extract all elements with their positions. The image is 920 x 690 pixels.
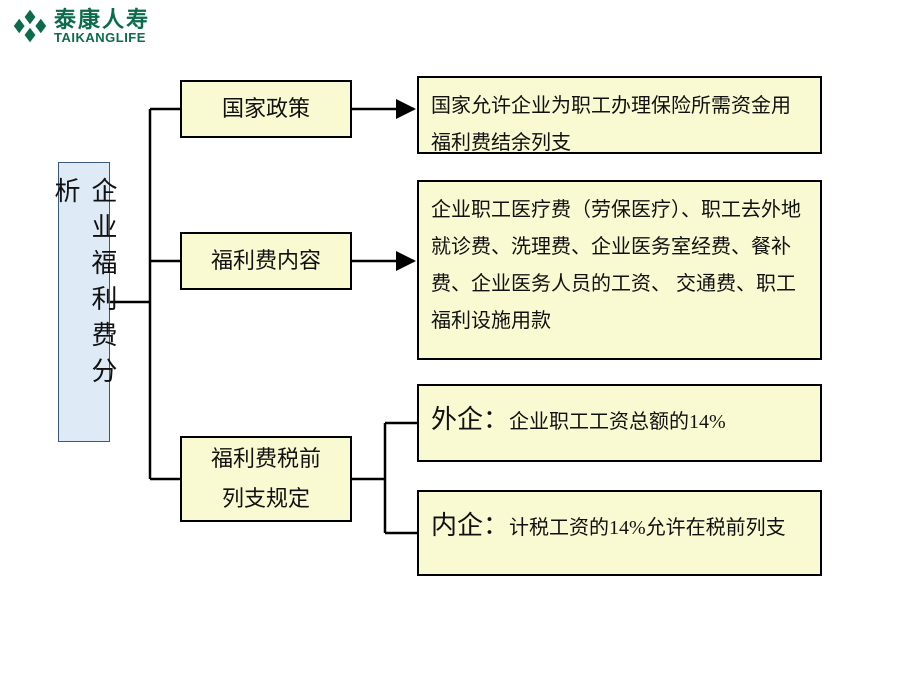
branch-label: 福利费内容 [211, 241, 321, 281]
branch-label: 国家政策 [222, 89, 310, 129]
detail-text: 企业职工工资总额的14% [509, 411, 726, 433]
detail-text: 国家允许企业为职工办理保险所需资金用福利费结余列支 [431, 95, 791, 154]
branch-node-tax: 福利费税前 列支规定 [180, 436, 352, 522]
detail-text: 企业职工医疗费（劳保医疗）、职工去外地就诊费、洗理费、企业医务室经费、餐补费、企… [431, 199, 801, 332]
detail-policy: 国家允许企业为职工办理保险所需资金用福利费结余列支 [417, 76, 822, 154]
detail-foreign: 外企：企业职工工资总额的14% [417, 384, 822, 462]
branch-node-content: 福利费内容 [180, 232, 352, 290]
detail-domestic: 内企：计税工资的14%允许在税前列支 [417, 490, 822, 576]
branch-node-policy: 国家政策 [180, 80, 352, 138]
detail-content: 企业职工医疗费（劳保医疗）、职工去外地就诊费、洗理费、企业医务室经费、餐补费、企… [417, 180, 822, 360]
root-node: 企业福利费分析 [58, 162, 110, 442]
detail-prefix: 内企： [431, 511, 509, 540]
detail-prefix: 外企： [431, 405, 509, 434]
branch-label: 福利费税前 列支规定 [211, 439, 321, 518]
root-title: 企业福利费分析 [47, 177, 121, 427]
detail-text: 计税工资的14%允许在税前列支 [509, 517, 786, 539]
